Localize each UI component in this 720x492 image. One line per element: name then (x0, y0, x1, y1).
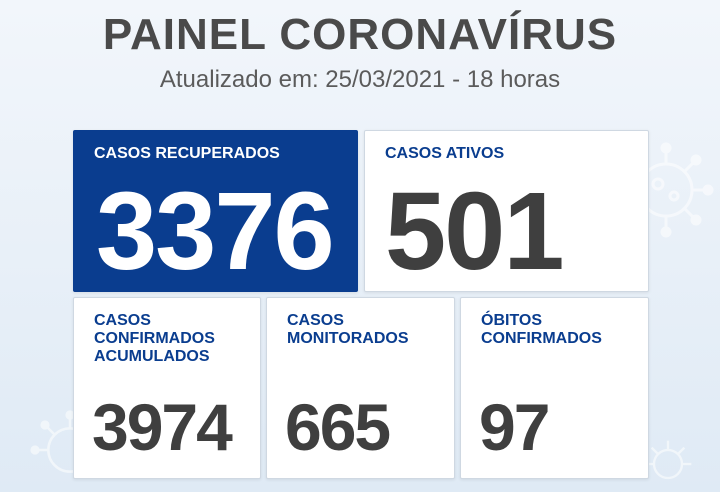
card-casos-confirmados: CASOS CONFIRMADOS ACUMULADOS 3974 (73, 297, 261, 479)
card-label-line: CASOS (287, 312, 344, 329)
card-label: ÓBITOS CONFIRMADOS (481, 312, 602, 348)
card-label: CASOS MONITORADOS (287, 312, 408, 348)
card-casos-recuperados: CASOS RECUPERADOS 3376 (73, 130, 358, 292)
last-updated-text: Atualizado em: 25/03/2021 - 18 horas (159, 66, 561, 93)
card-casos-monitorados: CASOS MONITORADOS 665 (266, 297, 455, 479)
card-label: CASOS RECUPERADOS (94, 145, 280, 162)
card-label-line: MONITORADOS (287, 330, 409, 347)
card-value: 3974 (92, 390, 233, 464)
page-title: PAINEL CORONAVÍRUS (102, 10, 618, 59)
card-casos-ativos: CASOS ATIVOS 501 (364, 130, 649, 292)
card-label-line: CASOS (94, 312, 151, 329)
card-label-line: CONFIRMADOS (94, 330, 215, 347)
card-value: 501 (385, 170, 565, 293)
card-label: CASOS ATIVOS (385, 145, 505, 162)
card-label: CASOS CONFIRMADOS ACUMULADOS (94, 312, 215, 366)
card-label-line: ÓBITOS (481, 312, 543, 329)
card-label-line: CONFIRMADOS (481, 330, 602, 347)
card-value: 3376 (96, 170, 335, 293)
card-label-line: ACUMULADOS (94, 348, 210, 365)
card-value: 665 (285, 390, 391, 464)
card-value: 97 (479, 390, 550, 464)
card-obitos-confirmados: ÓBITOS CONFIRMADOS 97 (460, 297, 649, 479)
